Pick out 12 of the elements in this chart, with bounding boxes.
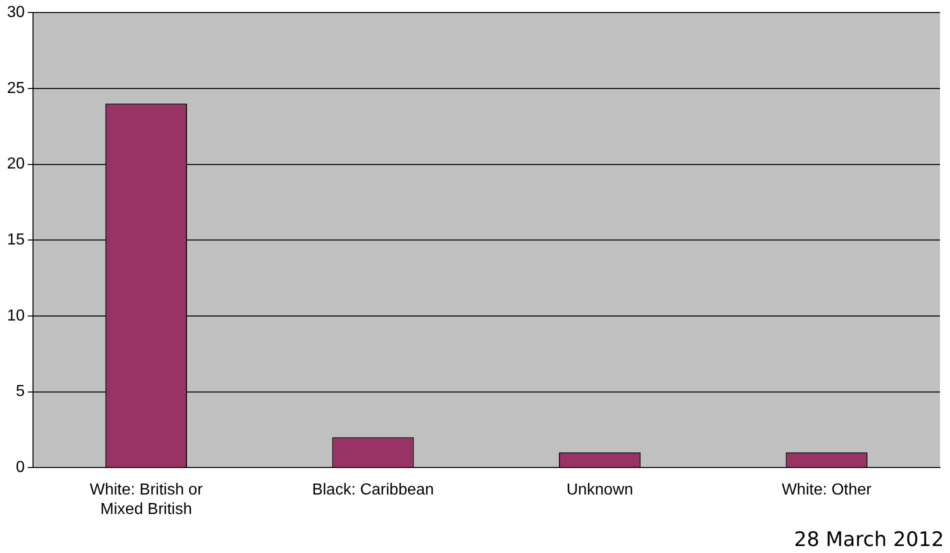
y-tick-label: 15: [7, 232, 25, 249]
y-tick-label: 5: [16, 383, 25, 400]
y-tick-label: 10: [7, 307, 25, 324]
x-tick-label: Black: Caribbean: [312, 482, 434, 499]
x-tick-label: White: British or Mixed British: [90, 482, 204, 518]
y-tick-label: 30: [7, 4, 25, 22]
x-tick-label: Unknown: [566, 482, 634, 499]
y-tick-label: 20: [7, 156, 25, 173]
y-tick-label: 0: [16, 459, 25, 476]
y-tick-label: 25: [7, 80, 25, 97]
x-tick-label: White: Other: [782, 482, 872, 499]
text: 28 March 2012: [794, 527, 944, 552]
